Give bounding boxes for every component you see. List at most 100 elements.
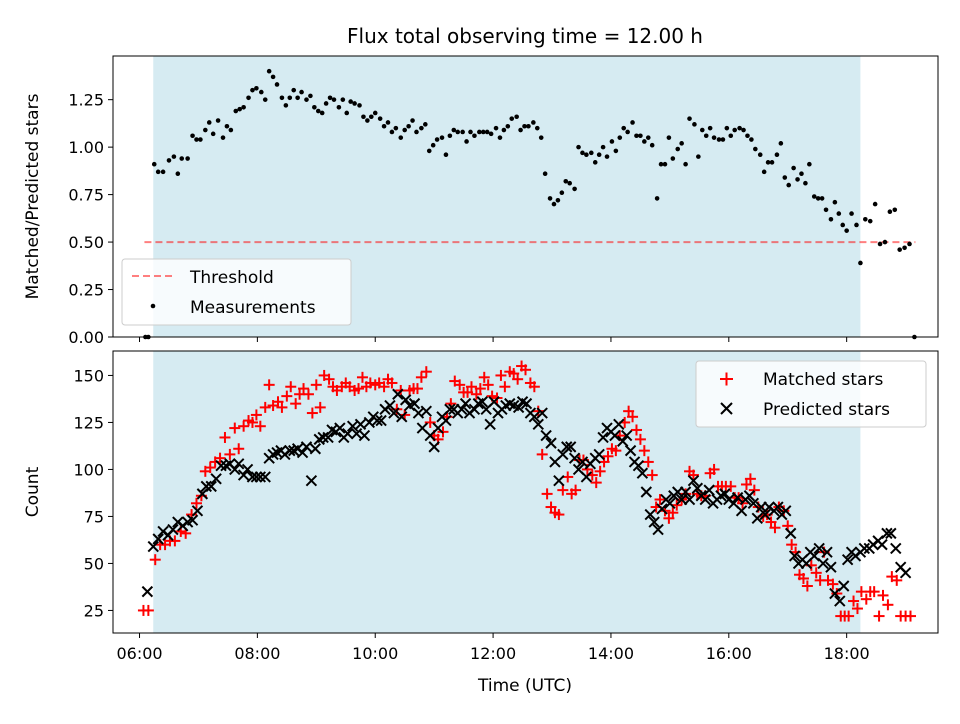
matched-star-marker — [499, 381, 511, 393]
predicted-star-marker — [536, 407, 548, 419]
predicted-star-marker — [237, 469, 250, 481]
measurement-point — [584, 152, 589, 158]
count-x-ticks: 06:00 08:00 10:00 12:00 14:00 16:00 18:00 — [116, 633, 870, 663]
measurement-point — [497, 135, 503, 140]
measurement-point — [538, 135, 544, 140]
measurement-point — [592, 160, 598, 165]
matched-star-marker — [623, 405, 635, 417]
predicted-star-marker — [876, 538, 888, 551]
measurement-point — [331, 97, 337, 102]
ratio-axes-frame — [112, 55, 939, 338]
matched-star-marker — [250, 409, 262, 421]
count-axes-frame — [112, 350, 939, 634]
matched-star-marker — [285, 381, 297, 393]
measurement-point — [559, 190, 565, 196]
matched-star-marker — [769, 522, 781, 534]
measurement-point — [811, 194, 817, 199]
predicted-star-marker — [683, 493, 696, 506]
matched-star-marker — [740, 478, 752, 490]
measurement-point — [749, 137, 754, 142]
x-tick-label: 10:00 — [352, 644, 398, 663]
measurement-point — [795, 177, 800, 182]
measurement-point — [439, 135, 445, 140]
predicted-star-marker — [396, 411, 408, 423]
measurement-point — [233, 108, 239, 114]
ratio-x-ticks — [139, 337, 848, 342]
predicted-star-marker — [147, 540, 159, 553]
measurement-point — [283, 103, 289, 108]
measurement-point — [531, 120, 536, 125]
measurement-point — [858, 260, 863, 266]
measurement-point — [613, 148, 619, 154]
measurement-point — [547, 196, 553, 201]
measurement-point — [625, 129, 630, 135]
matched-star-marker — [474, 383, 486, 395]
matched-star-marker — [482, 379, 494, 391]
predicted-star-marker — [568, 452, 581, 464]
measurement-point — [902, 245, 907, 251]
matched-star-marker — [310, 379, 322, 391]
measurement-point — [480, 129, 486, 135]
measurement-point — [385, 120, 391, 125]
measurement-point — [630, 120, 635, 125]
predicted-star-marker — [342, 428, 354, 440]
legend-matched-label: Matched stars — [763, 370, 883, 390]
predicted-star-marker — [399, 394, 412, 406]
measurement-point — [151, 161, 157, 167]
predicted-star-marker — [644, 508, 656, 521]
measurement-point — [274, 82, 280, 87]
measurement-point — [567, 180, 572, 186]
measurement-point — [472, 133, 477, 139]
predicted-star-marker — [691, 482, 704, 494]
matched-star-marker — [462, 386, 474, 398]
count-legend: Matched stars Predicted stars — [695, 360, 927, 428]
measurement-point — [484, 129, 490, 135]
measurement-point — [716, 137, 722, 142]
measurement-point — [279, 95, 285, 101]
measurement-point — [410, 118, 415, 123]
matched-star-marker — [667, 507, 679, 519]
ratio-legend: Threshold Measurements — [121, 258, 352, 326]
matched-star-marker — [602, 450, 614, 462]
legend-matched-swatch — [720, 372, 733, 386]
measurement-point — [720, 137, 726, 142]
predicted-star-marker — [699, 493, 711, 506]
matched-star-marker — [356, 371, 368, 383]
matched-star-marker — [520, 364, 531, 376]
measurement-point — [522, 123, 527, 129]
measurement-point — [580, 150, 585, 156]
predicted-star-marker — [609, 429, 621, 442]
matched-star-marker — [680, 488, 692, 500]
predicted-star-marker — [254, 471, 267, 483]
predicted-star-marker — [420, 405, 433, 417]
predicted-star-marker — [788, 550, 801, 562]
matched-star-marker — [873, 610, 885, 622]
x-tick-label: 18:00 — [824, 644, 870, 663]
measurement-point — [447, 133, 453, 139]
matched-star-marker — [478, 371, 490, 383]
measurement-point — [477, 129, 482, 135]
matched-star-marker — [630, 424, 642, 436]
matched-star-marker — [877, 589, 889, 601]
predicted-star-marker — [821, 546, 833, 558]
ratio-y-axis-label: Matched/Predicted stars — [23, 93, 43, 299]
measurement-point — [563, 179, 569, 184]
measurement-point — [241, 104, 246, 110]
measurement-point — [863, 216, 868, 222]
measurement-point — [198, 137, 203, 142]
predicted-star-marker — [617, 435, 629, 447]
matched-star-marker — [424, 416, 436, 428]
predicted-star-marker — [838, 580, 850, 592]
predicted-star-marker — [858, 542, 871, 555]
matched-star-marker — [590, 477, 602, 489]
predicted-star-marker — [250, 471, 263, 483]
measurement-point — [419, 125, 424, 131]
measurement-point — [352, 101, 357, 106]
matched-star-marker — [801, 580, 813, 592]
matched-star-marker — [843, 610, 855, 622]
predicted-star-marker — [564, 441, 577, 453]
legend-predicted-label: Predicted stars — [763, 400, 890, 420]
measurement-point — [526, 123, 531, 129]
measurement-point — [319, 110, 325, 116]
measurement-point — [493, 125, 499, 131]
